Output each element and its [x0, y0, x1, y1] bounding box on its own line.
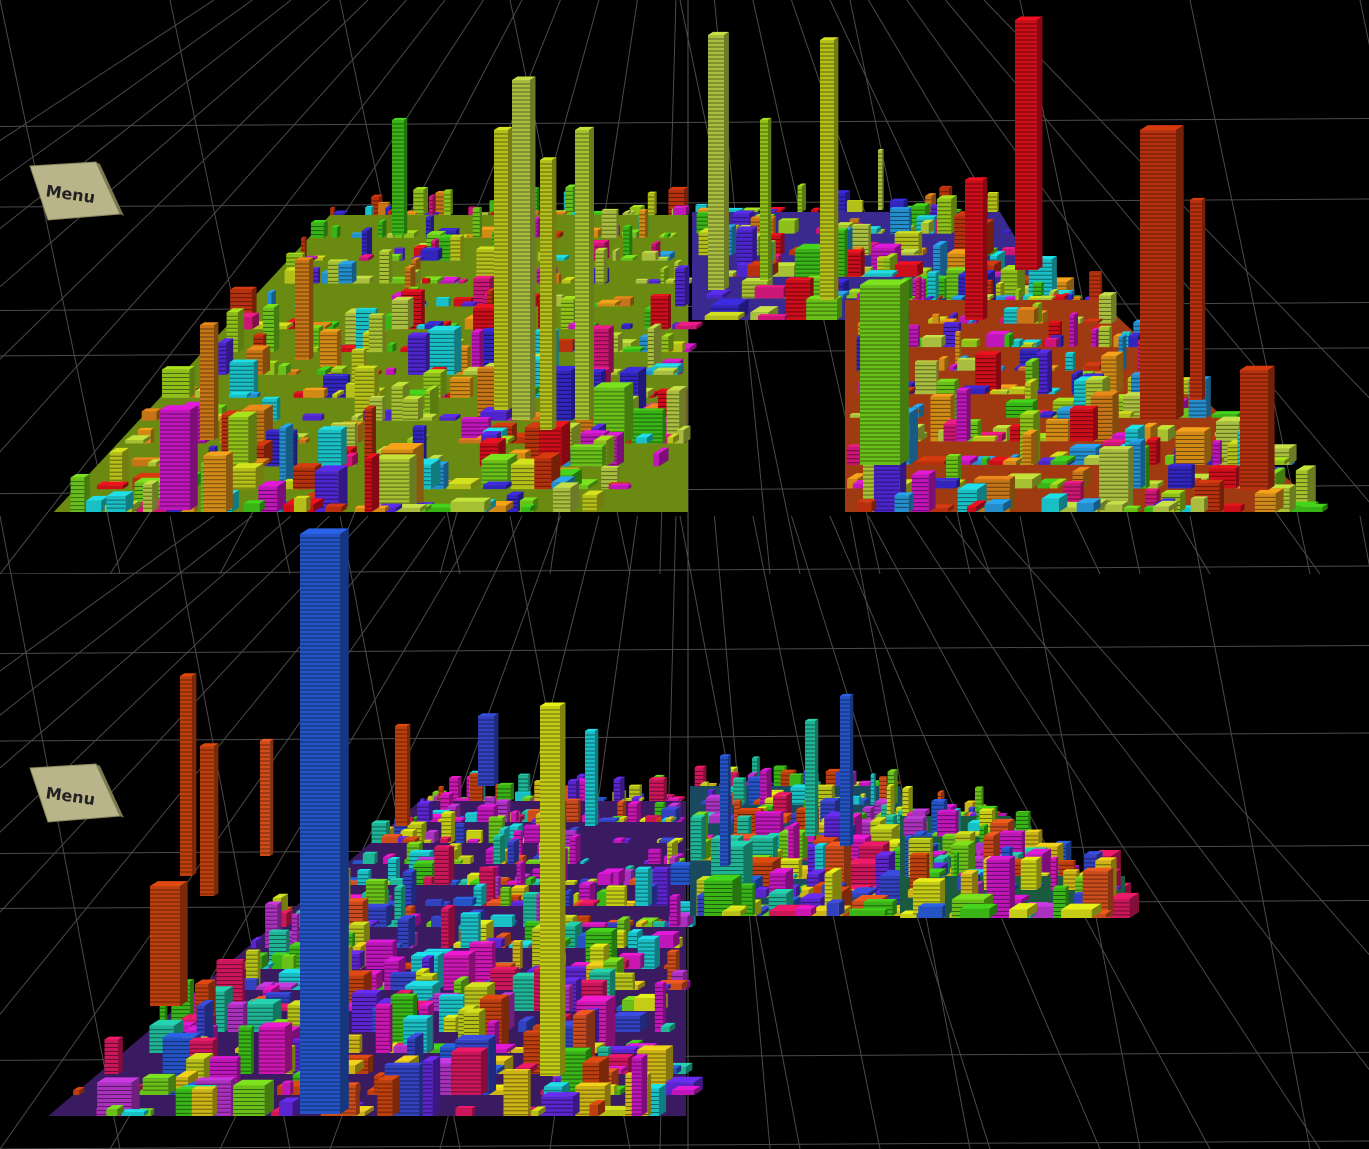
- city-visualization-top[interactable]: [0, 0, 1369, 574]
- menu-button[interactable]: Menu: [28, 763, 128, 826]
- building-cluster: [48, 528, 1140, 1116]
- building-cluster: [53, 16, 1328, 512]
- menu-button[interactable]: Menu: [28, 161, 128, 224]
- treemap-3d-view-top[interactable]: Menu: [0, 0, 1369, 574]
- city-visualization-bottom[interactable]: [0, 516, 1369, 1149]
- treemap-3d-view-bottom[interactable]: Menu: [0, 516, 1369, 1149]
